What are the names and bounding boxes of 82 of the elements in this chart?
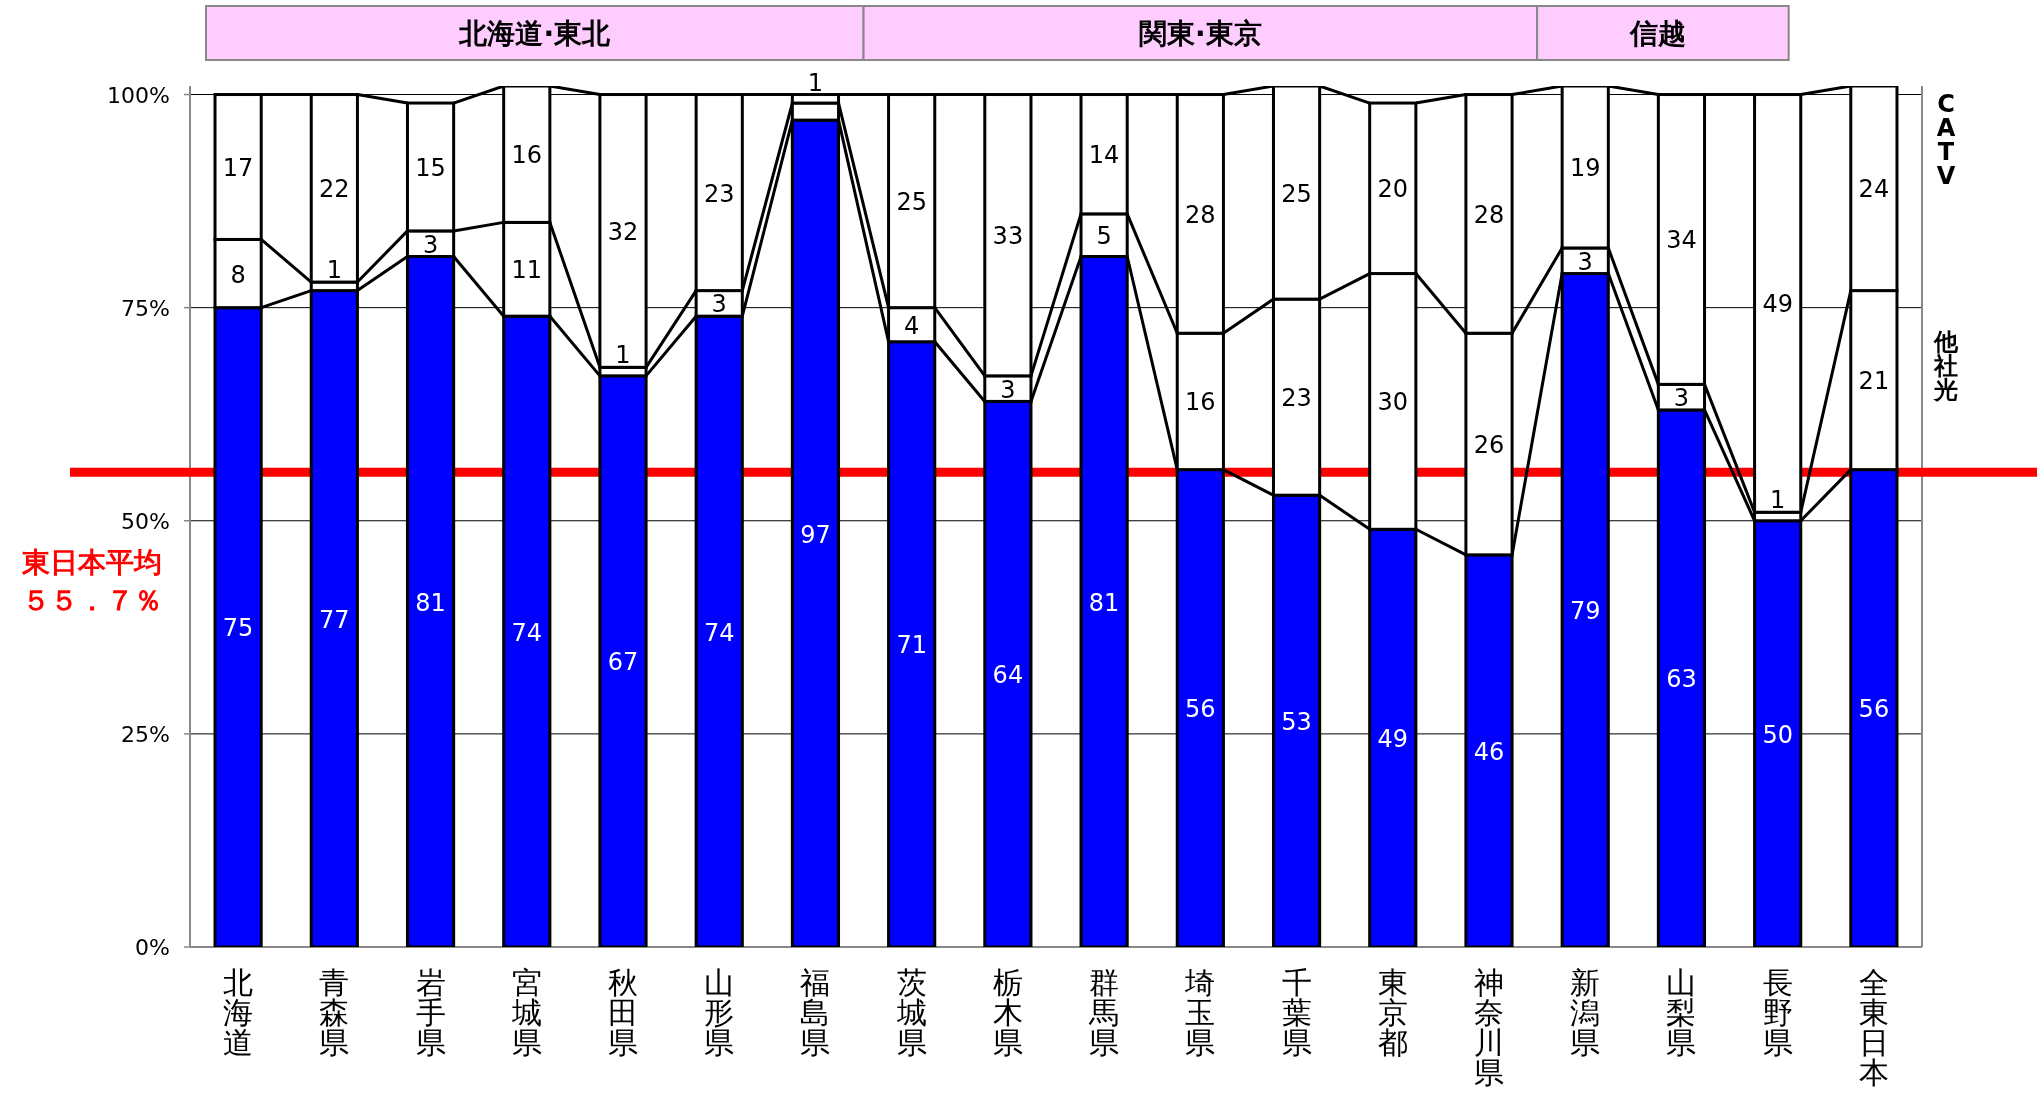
data-label: 1 [1770,486,1786,515]
data-label: 97 [800,520,831,549]
data-label: 24 [1858,175,1890,204]
data-label: 74 [511,618,543,647]
data-label: 1 [807,68,824,97]
x-tick-label: 埼玉県 [1184,965,1216,1060]
data-label: 25 [1281,179,1312,208]
data-label: 75 [222,614,254,643]
data-label: 1 [615,341,631,370]
x-tick-label: 山形県 [704,965,735,1060]
data-label: 26 [1473,431,1505,460]
data-label: 63 [1666,665,1697,694]
data-label: 81 [415,588,446,617]
series-label: 他社光 [1933,328,1959,405]
data-label: 25 [896,188,927,217]
data-label: 79 [1569,597,1601,626]
ref-line-label: 東日本平均５５．７％ [21,546,162,618]
x-tick-label: 神奈川県 [1474,965,1504,1090]
text: 信越 [1628,17,1686,50]
data-label: 23 [703,179,735,208]
data-label: 28 [1185,200,1216,229]
data-label: 11 [511,256,543,285]
data-label: 28 [1473,200,1505,229]
data-label: 49 [1377,725,1409,754]
data-label: 77 [319,605,350,634]
x-tick-label: 群馬県 [1088,965,1120,1060]
data-label: 81 [1088,588,1120,617]
data-label: 19 [1569,153,1601,182]
x-tick-label: 北海道 [223,965,254,1060]
data-label: 3 [422,230,439,259]
data-label: 20 [1377,175,1409,204]
x-tick-label: 千葉県 [1281,965,1312,1060]
x-tick-label: 茨城県 [895,965,927,1060]
x-tick-label: 山梨県 [1666,965,1697,1060]
data-label: 22 [319,175,350,204]
data-label: 50 [1762,720,1793,749]
data-label: 33 [992,222,1024,251]
data-label: 21 [1858,367,1890,396]
x-tick-label: 青森県 [319,965,350,1060]
x-tick-label: 栃木県 [992,965,1023,1060]
data-label: 1 [326,256,342,285]
data-label: 3 [711,290,727,319]
y-tick-label: 50% [121,508,170,534]
x-tick-label: 全東日本 [1858,965,1889,1090]
data-label: 23 [1281,384,1312,413]
data-label: 3 [1577,247,1593,276]
data-label: 15 [415,153,446,182]
data-label: 49 [1762,290,1793,319]
data-label: 3 [1673,384,1690,413]
x-tick-label: 東京都 [1377,965,1408,1060]
data-label: 5 [1096,222,1112,251]
x-tick-label: 福島県 [800,965,831,1060]
data-label: 71 [896,631,927,660]
y-tick-label: 75% [121,295,170,321]
data-label: 53 [1281,708,1312,737]
text: 北海道·東北 [458,17,612,50]
y-tick-label: 100% [107,82,170,108]
data-label: 17 [222,153,254,182]
x-tick-label: 宮城県 [510,965,542,1060]
x-tick-label: 秋田県 [608,965,638,1060]
data-label: 4 [904,311,920,340]
data-label: 64 [992,661,1024,690]
y-tick-label: 25% [121,721,170,747]
x-tick-label: 新潟県 [1570,965,1601,1060]
data-label: 32 [607,217,639,246]
data-label: 3 [1000,375,1016,404]
x-tick-label: 岩手県 [415,965,446,1060]
text: 関東·東京 [1139,17,1262,50]
data-label: 56 [1858,695,1890,724]
data-label: 14 [1088,141,1120,170]
data-label: 67 [607,648,639,677]
y-tick-label: 0% [135,935,170,960]
series-label: CATV [1936,90,1956,190]
data-label: 16 [511,141,543,170]
data-label: 34 [1666,226,1697,255]
data-label: 8 [230,260,246,289]
data-label: 16 [1185,388,1216,417]
data-label: 56 [1185,695,1216,724]
data-label: 46 [1473,737,1505,766]
data-label: 30 [1377,388,1409,417]
x-tick-label: 長野県 [1762,965,1793,1060]
data-label: 74 [703,618,735,647]
